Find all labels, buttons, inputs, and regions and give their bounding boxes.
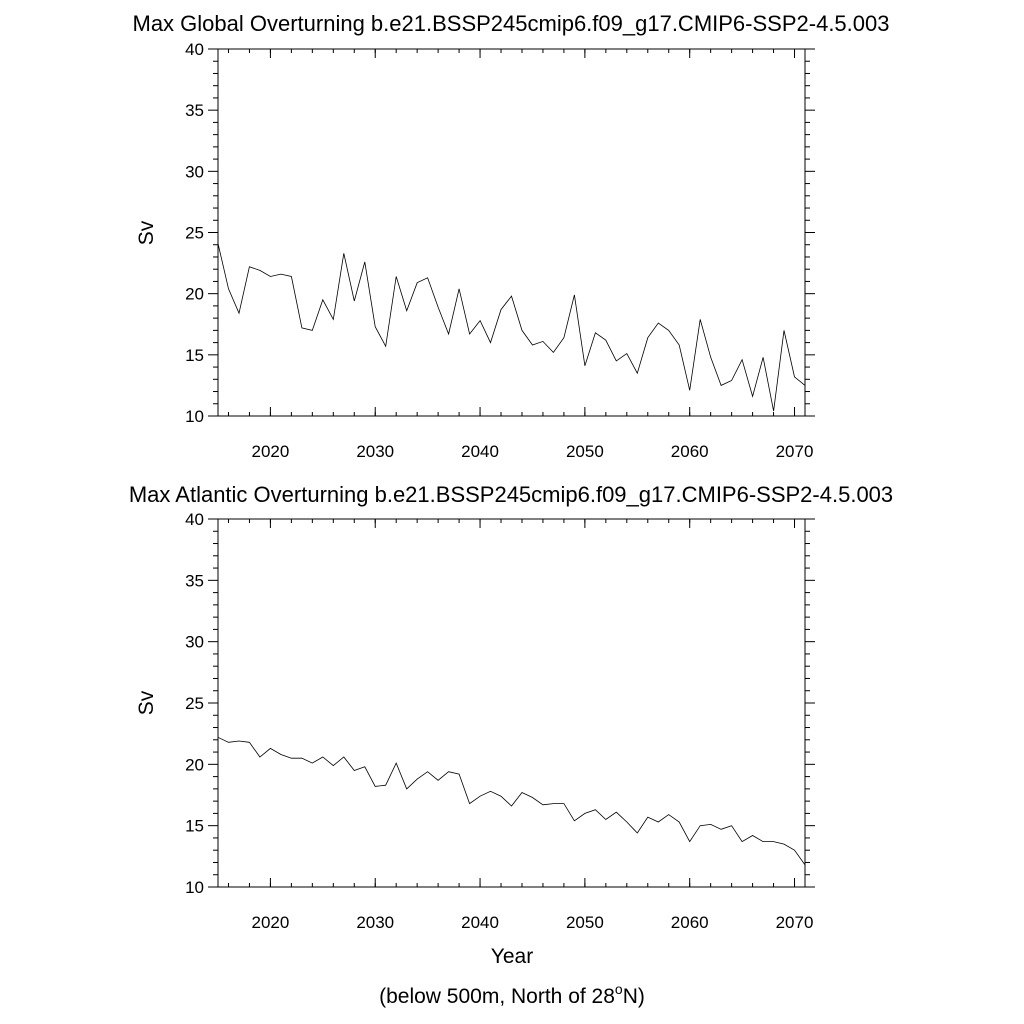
chart-global-x-tick-labels: 2020 2030 2040 2050 2060 2070 — [251, 442, 813, 461]
footnote-superscript: o — [615, 981, 623, 997]
chart-global-y-tick-label: 10 — [185, 407, 204, 426]
chart-global-y-tick-labels: 10 15 20 25 30 35 40 — [185, 40, 204, 426]
chart-global-series-line — [217, 243, 806, 412]
chart-global-x-tick-label: 2020 — [251, 442, 289, 461]
chart-atlantic-y-tick-label: 10 — [185, 878, 204, 897]
chart-atlantic-title: Max Atlantic Overturning b.e21.BSSP245cm… — [129, 482, 893, 507]
chart-atlantic-ylabel: Sv — [135, 690, 158, 715]
chart-global-x-tick-label: 2050 — [566, 442, 604, 461]
chart-atlantic-x-tick-label: 2030 — [356, 913, 394, 932]
footnote: (below 500m, North of 28oN) — [379, 981, 645, 1008]
chart-atlantic: Max Atlantic Overturning b.e21.BSSP245cm… — [129, 482, 893, 968]
chart-atlantic-y-tick-label: 35 — [185, 571, 204, 590]
chart-global-y-tick-label: 30 — [185, 162, 204, 181]
chart-atlantic-y-tick-label: 40 — [185, 510, 204, 529]
chart-global-y-tick-label: 25 — [185, 224, 204, 243]
chart-atlantic-y-tick-label: 30 — [185, 633, 204, 652]
chart-atlantic-series-line — [217, 736, 806, 866]
chart-atlantic-x-tick-label: 2040 — [461, 913, 499, 932]
chart-global-title: Max Global Overturning b.e21.BSSP245cmip… — [133, 11, 890, 36]
chart-atlantic-y-tick-label: 25 — [185, 694, 204, 713]
chart-global-x-tick-label: 2040 — [461, 442, 499, 461]
chart-global-plot-frame — [217, 48, 806, 417]
chart-global-x-tick-label: 2060 — [671, 442, 709, 461]
chart-atlantic-x-tick-label: 2020 — [251, 913, 289, 932]
footnote-prefix: (below 500m, North of 28 — [379, 985, 615, 1008]
chart-global-y-tick-label: 15 — [185, 346, 204, 365]
chart-global-y-tick-label: 40 — [185, 40, 204, 59]
chart-global-y-tick-label: 20 — [185, 285, 204, 304]
chart-global-ylabel: Sv — [135, 220, 158, 245]
chart-atlantic-plot-frame — [217, 518, 806, 888]
chart-atlantic-ticks — [208, 518, 815, 888]
chart-global-x-tick-label: 2030 — [356, 442, 394, 461]
chart-global: Max Global Overturning b.e21.BSSP245cmip… — [133, 11, 890, 461]
chart-atlantic-x-tick-label: 2050 — [566, 913, 604, 932]
chart-atlantic-y-tick-label: 15 — [185, 817, 204, 836]
chart-global-ticks — [208, 48, 815, 417]
chart-atlantic-y-tick-labels: 10 15 20 25 30 35 40 — [185, 510, 204, 897]
footnote-suffix: N) — [623, 985, 645, 1008]
chart-atlantic-x-tick-labels: 2020 2030 2040 2050 2060 2070 — [251, 913, 813, 932]
chart-global-y-tick-label: 35 — [185, 101, 204, 120]
chart-atlantic-xlabel: Year — [491, 945, 533, 968]
chart-atlantic-y-tick-label: 20 — [185, 755, 204, 774]
chart-atlantic-x-tick-label: 2060 — [671, 913, 709, 932]
chart-atlantic-x-tick-label: 2070 — [776, 913, 814, 932]
chart-global-x-tick-label: 2070 — [776, 442, 814, 461]
